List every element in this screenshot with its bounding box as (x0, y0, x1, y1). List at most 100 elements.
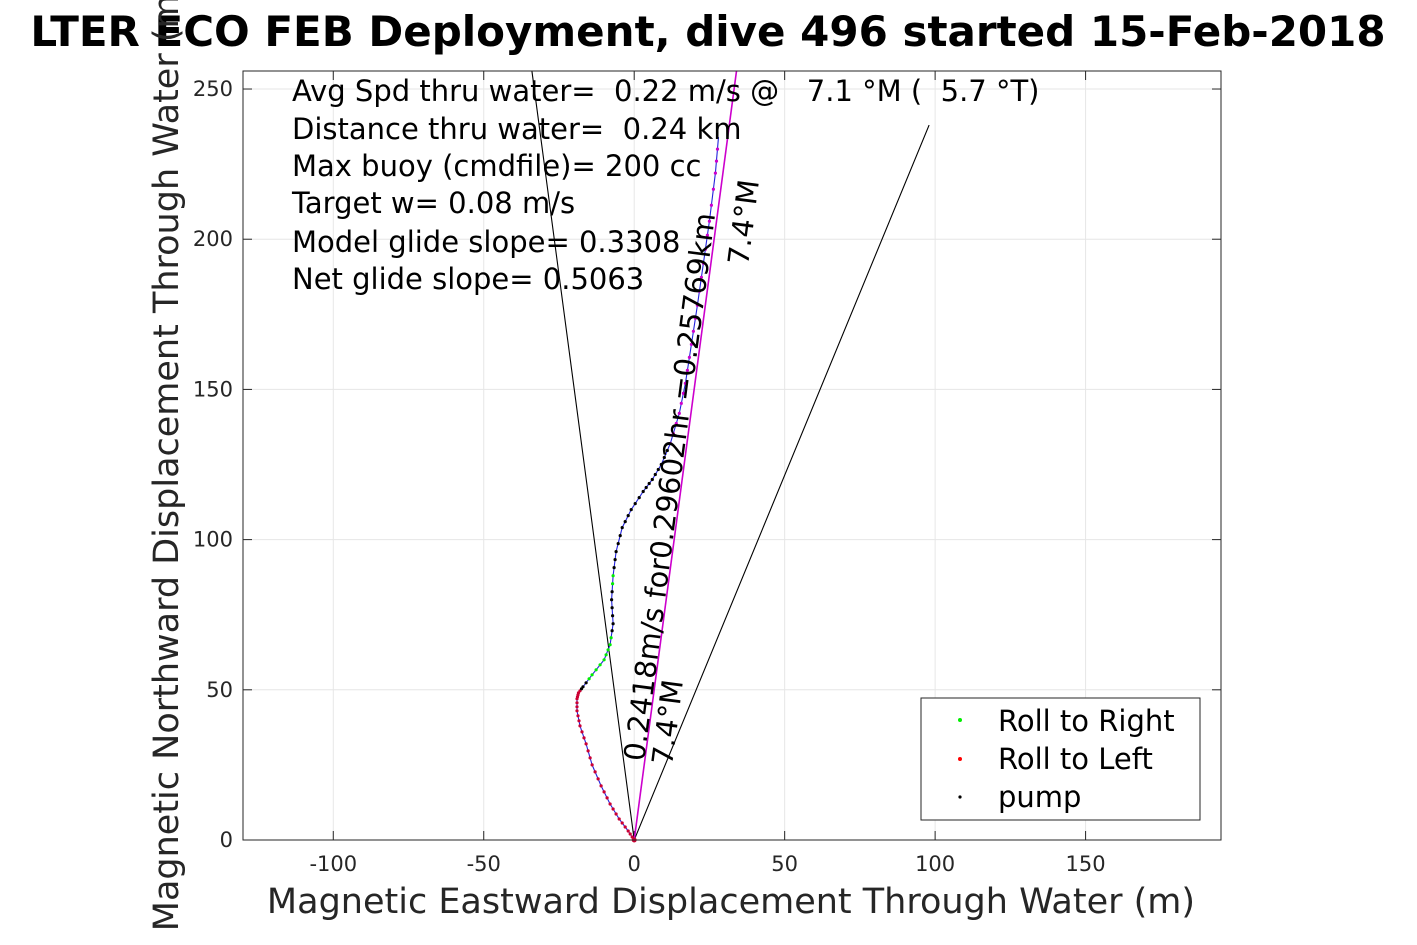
track-point (614, 550, 618, 554)
annotation-max-buoy: Max buoy (cmdfile)= 200 cc (292, 149, 701, 183)
track-point (608, 802, 612, 806)
track-point (707, 219, 712, 223)
track-point (685, 368, 690, 372)
track-point (581, 685, 585, 689)
track-point (715, 147, 720, 151)
stats-annotations: Avg Spd thru water= 0.22 m/s @ 7.1 °M ( … (291, 74, 1040, 296)
track-point (611, 614, 615, 618)
track-point (626, 514, 630, 518)
track-point (697, 289, 702, 293)
track-point (714, 159, 719, 163)
track-point (628, 832, 632, 836)
track-point (605, 796, 609, 800)
track-point (683, 381, 688, 385)
legend-box (920, 697, 1201, 821)
track-point (582, 736, 586, 740)
y-tick-label: 50 (206, 678, 233, 702)
track-point (604, 653, 608, 657)
x-tick-label: -100 (309, 852, 357, 876)
track-point (679, 401, 683, 405)
track-point (602, 790, 606, 794)
track-point (575, 701, 579, 705)
track-point (610, 606, 614, 610)
x-tick-label: 150 (1066, 852, 1106, 876)
track-point (613, 558, 617, 562)
track-point (618, 534, 622, 538)
track-point (653, 472, 657, 477)
track-point (611, 622, 615, 626)
track-point (610, 598, 614, 602)
track-point (662, 455, 666, 460)
x-tick-label: 100 (915, 852, 955, 876)
track-point (647, 481, 651, 486)
track-point (611, 574, 615, 578)
track-point (665, 448, 669, 453)
track-point (593, 770, 597, 774)
y-tick-label: 200 (193, 227, 233, 251)
x-tick-label: 0 (628, 852, 641, 876)
track-point (709, 203, 714, 207)
x-tick-label: -50 (467, 852, 501, 876)
track-point (578, 724, 582, 728)
track-point (668, 441, 672, 446)
track-point (681, 391, 686, 395)
x-tick-label: 50 (771, 852, 798, 876)
axes-frame (242, 70, 1222, 841)
track-point (656, 467, 660, 472)
track-point (606, 648, 610, 652)
track-point (644, 485, 648, 490)
track-point (659, 462, 663, 467)
track-point (576, 714, 580, 718)
track-point (633, 502, 637, 506)
annotation-target-w: Target w= 0.08 m/s (291, 186, 575, 220)
track-point (703, 247, 708, 251)
track-point (590, 763, 594, 767)
net-vector-line (633, 70, 738, 841)
data-markers (575, 147, 720, 843)
track-point (699, 275, 704, 279)
track-point (629, 508, 633, 512)
track-point (610, 629, 614, 633)
track-point (687, 355, 692, 359)
track-point (575, 705, 579, 709)
y-axis-label: Magnetic Northward Displacement Through … (147, 0, 187, 931)
track-point (641, 489, 645, 494)
track-point (577, 719, 581, 723)
track-point (575, 709, 579, 713)
legend: Roll to Right Roll to Left pump (920, 697, 1201, 821)
track-point (705, 233, 710, 237)
track-point (590, 673, 594, 677)
track-point (611, 807, 615, 811)
track-point (617, 817, 621, 821)
legend-label-pump: pump (998, 780, 1081, 814)
annotation-avg-speed: Avg Spd thru water= 0.22 m/s @ 7.1 °M ( … (292, 74, 1040, 108)
y-tick-label: 100 (193, 528, 233, 552)
track-point (713, 171, 718, 175)
track-point (586, 749, 590, 753)
legend-label-roll-right: Roll to Right (998, 704, 1175, 738)
annotation-model-glide: Model glide slope= 0.3308 (292, 225, 680, 259)
track-point (623, 520, 627, 524)
track-point (677, 411, 681, 415)
track-point (650, 477, 654, 482)
track-point (620, 526, 624, 530)
annotation-distance: Distance thru water= 0.24 km (292, 112, 742, 146)
track-point (587, 677, 591, 681)
annotation-net-glide: Net glide slope= 0.5063 (292, 262, 644, 296)
track-point (637, 496, 641, 500)
track-point (693, 316, 698, 320)
track-point (616, 542, 620, 546)
track-point (594, 668, 598, 672)
grid (243, 71, 1221, 841)
track-point (711, 187, 716, 191)
legend-label-roll-left: Roll to Left (998, 742, 1153, 776)
track-point (599, 784, 603, 788)
x-axis-label: Magnetic Eastward Displacement Through W… (267, 882, 1195, 922)
track-point (580, 730, 584, 734)
track-point (611, 582, 615, 586)
chart-title: LTER ECO FEB Deployment, dive 496 starte… (30, 7, 1385, 56)
track-point (674, 421, 678, 426)
track-point (623, 825, 627, 829)
track-point (695, 303, 700, 307)
